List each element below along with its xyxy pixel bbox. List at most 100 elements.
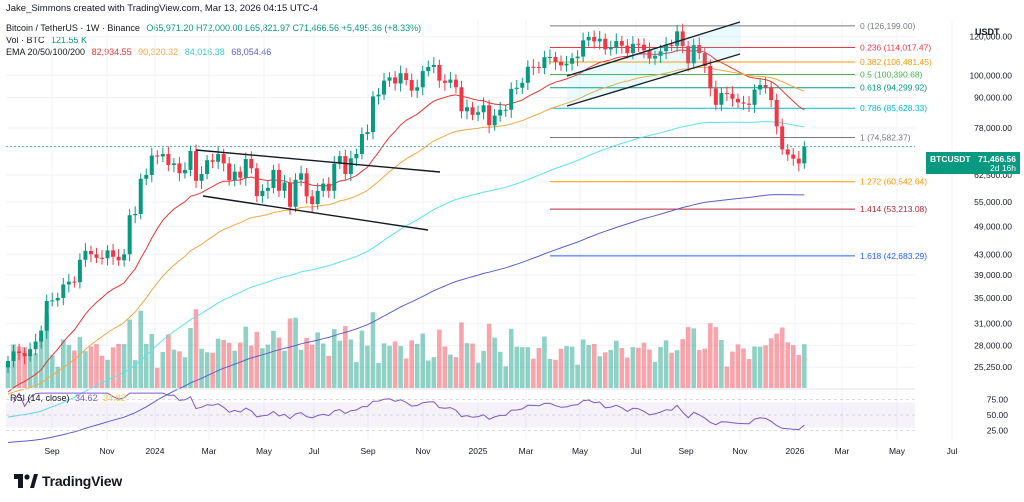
volume-bar [514, 346, 520, 388]
rsi-tick-label: 25.00 [987, 426, 1009, 436]
volume-bar [448, 354, 453, 388]
volume-bar [215, 338, 221, 388]
volume-bar [298, 349, 304, 388]
fib-label: 1.272 (60,542.64) [860, 177, 927, 187]
ema50-value: 90,320.32 [138, 47, 179, 57]
rsi-ma-value: 34.82 [103, 393, 126, 403]
candle [647, 50, 652, 59]
volume-bar [437, 329, 442, 388]
rsi-label-text[interactable]: RSI (14, close) [10, 393, 70, 403]
volume-bar [779, 327, 785, 388]
volume-bar [171, 349, 177, 388]
candle [122, 254, 127, 261]
candle [376, 94, 381, 97]
candle [387, 77, 392, 81]
candle [680, 31, 685, 47]
volume-bar [116, 343, 121, 388]
candle [177, 163, 182, 174]
candle [232, 171, 237, 181]
price-chart[interactable]: 0 (126,199.00) 0.236 (114,017.47) 0.382 (1… [0, 0, 1024, 466]
candle [691, 45, 696, 64]
x-tick-label: May [572, 446, 589, 456]
candle [44, 301, 49, 331]
axis-currency-label[interactable]: USDT [975, 27, 1000, 37]
volume-bar [630, 347, 636, 388]
volume-bar [669, 352, 674, 388]
fib-label: 0.382 (106,481.45) [860, 57, 932, 67]
volume-bar [403, 358, 409, 388]
candle [343, 156, 348, 174]
volume-bar [586, 345, 591, 388]
candle [470, 107, 475, 115]
creator-caption: Jake_Simmons created with TradingView.co… [6, 3, 318, 14]
ema-label[interactable]: EMA 20/50/100/200 [6, 47, 86, 57]
volume-bar [547, 358, 553, 388]
candle [188, 150, 193, 170]
volume-bar [591, 343, 597, 388]
candle [155, 155, 160, 157]
candle [337, 156, 342, 164]
candle [608, 47, 613, 50]
volume-bar [38, 337, 44, 388]
candle [111, 250, 116, 257]
rsi-tick-label: 75.00 [987, 394, 1009, 404]
volume-bar [55, 366, 61, 388]
volume-bar [796, 354, 802, 388]
x-tick-label: Sep [678, 446, 693, 456]
symbol-title[interactable]: Bitcoin / TetherUS · 1W · Binance [6, 23, 140, 33]
candle [553, 56, 558, 62]
candle [514, 87, 519, 89]
volume-bar [752, 346, 757, 388]
volume-bar [282, 350, 287, 388]
volume-bar [475, 362, 481, 388]
x-tick-label: 2025 [469, 446, 488, 456]
candle [597, 38, 602, 42]
candle [216, 153, 221, 162]
candle [686, 46, 691, 64]
candle [431, 64, 436, 67]
tradingview-logo-icon [14, 474, 38, 488]
candle [282, 182, 287, 191]
volume-bar [542, 336, 547, 388]
volume-label[interactable]: Vol · BTC [6, 35, 45, 45]
tradingview-logo[interactable]: TradingView [14, 473, 122, 489]
volume-bar [326, 355, 332, 388]
volume-bar [464, 343, 470, 388]
candle [66, 281, 71, 285]
ema-50-line [7, 66, 805, 395]
volume-bar [5, 362, 11, 388]
volume-bar [83, 351, 88, 388]
trendline [566, 21, 741, 77]
volume-bar [331, 329, 337, 388]
candle [221, 153, 226, 164]
candle [536, 66, 541, 68]
candle [293, 179, 298, 207]
ema-20-line [7, 49, 805, 393]
candle [780, 126, 785, 150]
volume-bars [5, 309, 807, 388]
candle [72, 281, 77, 283]
candle [509, 88, 514, 110]
candle [630, 43, 635, 54]
candle [321, 183, 326, 191]
volume-bar [337, 340, 343, 388]
candle [459, 87, 464, 112]
ema-lines [7, 49, 805, 443]
candle [105, 250, 110, 259]
candle [564, 63, 569, 66]
price-tag-price: 71,466.56 [978, 154, 1016, 164]
volume-bar [420, 333, 426, 388]
volume-bar [387, 345, 392, 388]
candle [575, 56, 580, 59]
candle [420, 71, 425, 88]
volume-bar [232, 350, 238, 388]
volume-bar [691, 328, 697, 388]
volume-bar [508, 328, 514, 388]
fib-label: 0.236 (114,017.47) [860, 42, 931, 52]
volume-bar [597, 356, 603, 388]
volume-bar [188, 328, 193, 388]
channel-fill [567, 22, 740, 106]
candle [6, 361, 10, 368]
candle [675, 31, 680, 46]
candle [288, 182, 293, 207]
